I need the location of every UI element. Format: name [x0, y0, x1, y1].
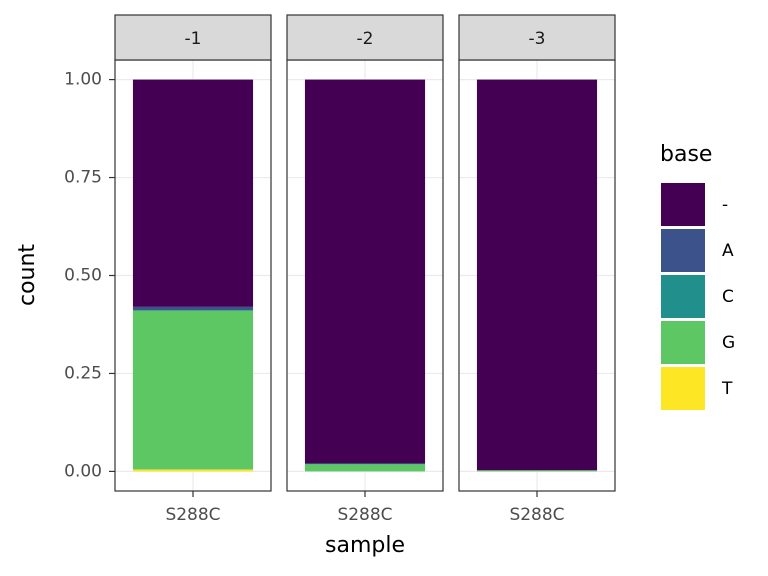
bar-segment	[132, 469, 254, 472]
x-tick-label: S288C	[165, 505, 220, 525]
bar-segment	[476, 470, 598, 472]
bar-segment	[304, 464, 426, 472]
legend-label: T	[721, 379, 733, 399]
y-tick-label: 0.00	[64, 461, 102, 481]
x-tick-label: S288C	[337, 505, 392, 525]
bar-segment	[304, 463, 426, 465]
x-tick-label: S288C	[509, 505, 564, 525]
legend-label: -	[722, 195, 728, 215]
bar-segment	[476, 79, 598, 471]
legend-key	[661, 229, 705, 272]
facet-strip	[286, 14, 444, 61]
legend-key	[661, 321, 705, 364]
legend-label: C	[722, 287, 734, 307]
legend-key	[661, 183, 705, 226]
x-axis-title: sample	[325, 533, 405, 558]
y-axis-title: count	[15, 244, 40, 306]
legend-title: base	[660, 142, 712, 167]
y-tick-label: 0.75	[64, 168, 102, 188]
bar-segment	[132, 309, 254, 311]
bar-segment	[132, 306, 254, 310]
facet-strip	[114, 14, 272, 61]
bar-segment	[132, 310, 254, 470]
legend-label: A	[722, 241, 734, 261]
y-tick-label: 0.25	[64, 363, 102, 383]
legend-key	[661, 367, 705, 410]
facet-label: -2	[357, 29, 374, 49]
legend-label: G	[722, 333, 735, 353]
bar-segment	[304, 79, 426, 464]
facet-label: -1	[185, 29, 202, 49]
legend-key	[661, 275, 705, 318]
y-tick-label: 0.50	[64, 266, 102, 286]
y-tick-label: 1.00	[64, 70, 102, 90]
facet-strip	[458, 14, 616, 61]
bar-segment	[132, 79, 254, 307]
facet-label: -3	[529, 29, 546, 49]
